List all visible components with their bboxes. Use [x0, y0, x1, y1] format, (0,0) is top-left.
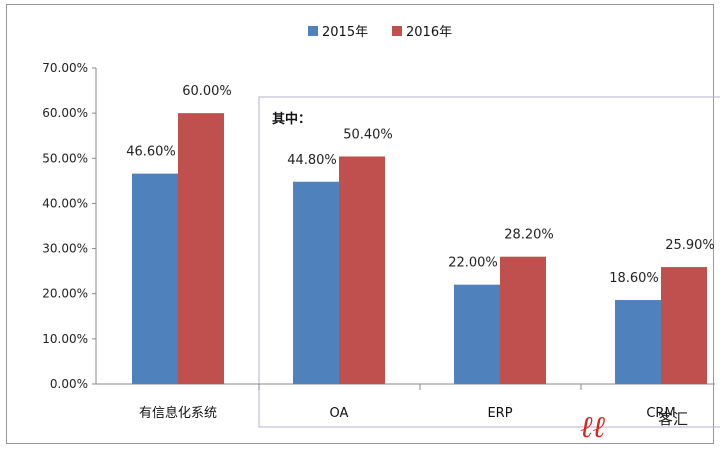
- legend-label-2015: 2015年: [322, 25, 368, 40]
- category-label: CRM: [646, 406, 675, 421]
- breakdown-annotation: 其中：: [272, 111, 311, 127]
- watermark-text: 客汇: [658, 410, 688, 428]
- bar-2016: [661, 267, 707, 384]
- category-label: ERP: [487, 406, 512, 421]
- legend: 2015年 2016年: [308, 25, 452, 40]
- y-tick-label: 30.00%: [42, 242, 88, 256]
- bars: [132, 113, 707, 385]
- data-label: 25.90%: [665, 238, 715, 253]
- y-tick-label: 40.00%: [42, 196, 88, 210]
- y-tick-label: 60.00%: [42, 106, 88, 120]
- y-tick-label: 70.00%: [42, 61, 88, 75]
- bar-2015: [615, 300, 661, 384]
- breakdown-box: [258, 96, 720, 428]
- watermark-logo-icon: ℓℓ: [580, 410, 605, 445]
- y-tick-label: 20.00%: [42, 287, 88, 301]
- bar-2016: [178, 113, 224, 385]
- data-label: 50.40%: [343, 127, 393, 142]
- legend-label-2016: 2016年: [406, 25, 452, 40]
- legend-swatch-2016: [392, 26, 402, 36]
- data-label: 22.00%: [448, 256, 498, 271]
- bar-2016: [500, 256, 546, 384]
- category-label: OA: [330, 406, 349, 421]
- category-label: 有信息化系统: [139, 405, 217, 421]
- bar-2016: [339, 156, 385, 384]
- bar-2015: [293, 181, 339, 384]
- y-tick-label: 10.00%: [42, 332, 88, 346]
- y-tick-label: 50.00%: [42, 151, 88, 165]
- category-labels: 有信息化系统 OA ERP CRM: [139, 405, 676, 421]
- data-labels: 46.60% 60.00% 44.80% 50.40% 22.00% 28.20% 18.6…: [126, 84, 715, 286]
- bar-2015: [132, 173, 178, 384]
- watermark: ℓℓ 客汇: [580, 410, 688, 445]
- data-label: 44.80%: [287, 153, 337, 168]
- data-label: 60.00%: [182, 84, 232, 99]
- y-tick-label: 0.00%: [50, 377, 88, 391]
- data-label: 18.60%: [609, 271, 659, 286]
- bar-2015: [454, 284, 500, 384]
- axes: 0.00% 10.00% 20.00% 30.00% 40.00% 50.00% 60.00…: [42, 61, 715, 391]
- legend-swatch-2015: [308, 26, 318, 36]
- data-label: 28.20%: [504, 228, 554, 243]
- data-label: 46.60%: [126, 145, 176, 160]
